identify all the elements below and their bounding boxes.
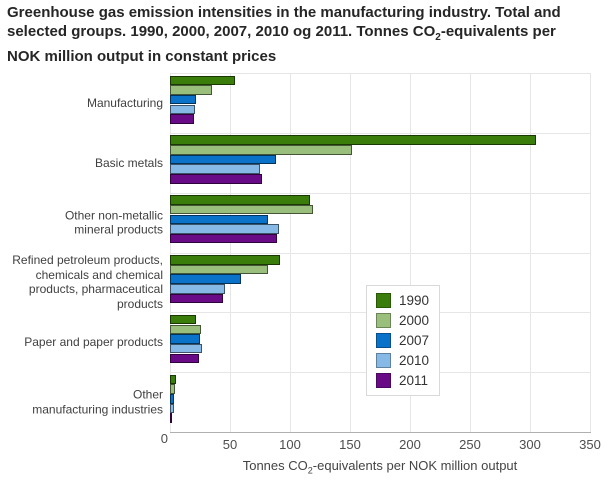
chart-title-part1: Greenhouse gas emission intensities in t… <box>7 4 561 40</box>
legend-swatch-icon <box>376 293 391 308</box>
bar-2007-1 <box>170 154 276 165</box>
bar-2007-3 <box>170 274 241 284</box>
legend-item-2000: 2000 <box>376 313 429 328</box>
category-label: Other non-metallic mineral products <box>64 208 163 237</box>
chart-title-part2: -equivalents per NOK million output in c… <box>7 23 556 65</box>
bar-2011-2 <box>170 233 277 244</box>
category-label: Manufacturing <box>86 95 163 110</box>
legend-item-2011: 2011 <box>376 373 429 388</box>
x-axis-title-subscript: 2 <box>307 465 313 476</box>
bar-2000-0 <box>170 85 212 95</box>
bar-2007-0 <box>170 94 197 105</box>
bar-2010-2 <box>170 224 280 234</box>
gridline-horizontal <box>170 252 590 254</box>
bar-2000-4 <box>170 324 202 335</box>
legend-label: 2011 <box>399 373 429 388</box>
gridline-horizontal <box>170 192 590 194</box>
legend-item-1990: 1990 <box>376 293 429 308</box>
gridline-horizontal <box>170 132 590 134</box>
legend-label: 2007 <box>399 333 430 348</box>
x-tick-label: 300 <box>519 437 541 452</box>
bar-2000-5 <box>170 384 175 394</box>
gridline-horizontal <box>170 73 590 74</box>
bar-1990-2 <box>170 195 311 205</box>
x-axis-line <box>170 432 591 433</box>
bar-2011-4 <box>170 353 199 364</box>
legend: 1990 2000 2007 2010 2011 <box>366 285 441 396</box>
bar-2000-1 <box>170 145 353 155</box>
bar-1990-0 <box>170 75 235 85</box>
bar-2010-3 <box>170 284 226 294</box>
bar-2011-3 <box>170 293 223 304</box>
gridline-vertical <box>590 73 591 432</box>
bar-1990-3 <box>170 255 281 265</box>
x-axis-title-part2: -equivalents per NOK million output <box>312 458 518 473</box>
bar-2007-5 <box>170 394 174 404</box>
bar-2000-3 <box>170 264 269 275</box>
legend-label: 1990 <box>399 293 430 308</box>
bar-2000-2 <box>170 204 313 215</box>
bar-2010-4 <box>170 343 203 354</box>
bar-2007-4 <box>170 334 200 344</box>
chart-title: Greenhouse gas emission intensities in t… <box>7 3 593 66</box>
legend-item-2007: 2007 <box>376 333 429 348</box>
legend-swatch-icon <box>376 353 391 368</box>
bar-2011-0 <box>170 114 194 124</box>
x-axis-title-part1: Tonnes CO <box>242 458 308 473</box>
x-tick-label: 150 <box>339 437 361 452</box>
legend-item-2010: 2010 <box>376 353 429 368</box>
legend-swatch-icon <box>376 373 391 388</box>
category-label: Refined petroleum products, chemicals an… <box>12 253 163 311</box>
category-axis: Manufacturing Basic metals Other non-metal… <box>0 73 163 432</box>
bar-2010-5 <box>170 403 174 414</box>
bar-2011-1 <box>170 174 263 184</box>
x-tick-label: 100 <box>279 437 301 452</box>
x-tick-label: 0 <box>160 431 168 446</box>
x-axis-ticks: 0 50 100 150 200 250 300 350 <box>161 431 601 453</box>
bar-2011-5 <box>170 413 173 423</box>
category-label: Other manufacturing industries <box>32 387 163 417</box>
legend-swatch-icon <box>376 313 391 328</box>
bar-2010-0 <box>170 104 196 115</box>
bar-1990-1 <box>170 135 536 145</box>
bar-1990-4 <box>170 314 197 325</box>
bar-2010-1 <box>170 164 260 174</box>
x-tick-label: 50 <box>222 437 238 452</box>
legend-swatch-icon <box>376 333 391 348</box>
bar-2007-2 <box>170 214 269 225</box>
x-tick-label: 200 <box>399 437 421 452</box>
category-label: Basic metals <box>94 155 163 170</box>
x-tick-label: 350 <box>579 437 601 452</box>
legend-label: 2010 <box>399 353 430 368</box>
bar-1990-5 <box>170 374 176 385</box>
legend-label: 2000 <box>399 313 430 328</box>
category-label: Paper and paper products <box>24 335 163 349</box>
chart-title-subscript: 2 <box>435 32 441 43</box>
x-tick-label: 250 <box>459 437 481 452</box>
x-axis-title: Tonnes CO2-equivalents per NOK million o… <box>170 458 590 476</box>
